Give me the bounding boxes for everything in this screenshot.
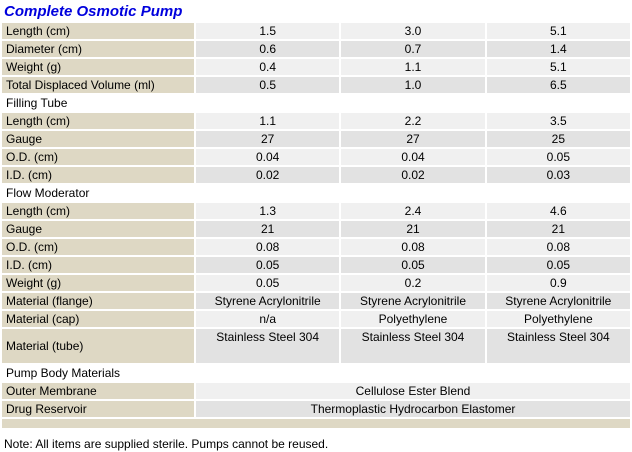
row-value-1: 21 <box>196 221 340 237</box>
row-value-3: 1.4 <box>486 41 630 57</box>
row-value-1: 27 <box>196 131 340 147</box>
row-value-1: 0.08 <box>196 239 340 255</box>
filler-band <box>2 419 630 428</box>
row-label: Diameter (cm) <box>2 41 194 57</box>
row-value-1: Styrene Acrylonitrile <box>196 293 340 309</box>
row-value-1: 0.5 <box>196 77 340 93</box>
table-row: Weight (g) 0.05 0.2 0.9 <box>2 275 630 291</box>
row-value-1: 0.05 <box>196 257 340 273</box>
row-value-1: Stainless Steel 304 <box>196 329 340 363</box>
table-row: Material (tube) Stainless Steel 304 Stai… <box>2 329 630 363</box>
row-value-2: Stainless Steel 304 <box>341 329 485 363</box>
row-value-2: 0.05 <box>341 257 485 273</box>
row-value-2: 2.4 <box>341 203 485 219</box>
row-value-1: 0.05 <box>196 275 340 291</box>
section-header-row: Pump Body Materials <box>2 365 630 381</box>
row-value-1: 1.3 <box>196 203 340 219</box>
row-value-1: 0.4 <box>196 59 340 75</box>
row-value-1: 0.02 <box>196 167 340 183</box>
row-value-2: 2.2 <box>341 113 485 129</box>
table-row-spanning: Outer Membrane Cellulose Ester Blend <box>2 383 630 399</box>
row-label: Material (tube) <box>2 329 194 363</box>
row-value-1: n/a <box>196 311 340 327</box>
row-value-2: 1.0 <box>341 77 485 93</box>
row-value-2: 21 <box>341 221 485 237</box>
row-label: Length (cm) <box>2 23 194 39</box>
section-header-label: Flow Moderator <box>2 185 630 201</box>
row-value-1: 1.1 <box>196 113 340 129</box>
section-header-label: Pump Body Materials <box>2 365 630 381</box>
row-value-2: Polyethylene <box>341 311 485 327</box>
row-label: Material (cap) <box>2 311 194 327</box>
row-value-spanning: Thermoplastic Hydrocarbon Elastomer <box>196 401 630 417</box>
row-value-3: 5.1 <box>486 23 630 39</box>
row-value-3: 0.9 <box>486 275 630 291</box>
row-value-2: 0.02 <box>341 167 485 183</box>
row-value-spanning: Cellulose Ester Blend <box>196 383 630 399</box>
row-label: Length (cm) <box>2 203 194 219</box>
table-row: I.D. (cm) 0.05 0.05 0.05 <box>2 257 630 273</box>
table-row: Material (cap) n/a Polyethylene Polyethy… <box>2 311 630 327</box>
row-value-3: 0.05 <box>486 257 630 273</box>
row-value-1: 0.6 <box>196 41 340 57</box>
table-row: Gauge 21 21 21 <box>2 221 630 237</box>
table-row: Total Displaced Volume (ml) 0.5 1.0 6.5 <box>2 77 630 93</box>
row-value-2: 27 <box>341 131 485 147</box>
table-row-spanning: Drug Reservoir Thermoplastic Hydrocarbon… <box>2 401 630 417</box>
row-label: O.D. (cm) <box>2 149 194 165</box>
row-value-3: Styrene Acrylonitrile <box>486 293 630 309</box>
row-label: O.D. (cm) <box>2 239 194 255</box>
row-value-3: 4.6 <box>486 203 630 219</box>
row-value-2: Styrene Acrylonitrile <box>341 293 485 309</box>
row-label: Weight (g) <box>2 59 194 75</box>
row-value-3: 6.5 <box>486 77 630 93</box>
table-row: Weight (g) 0.4 1.1 5.1 <box>2 59 630 75</box>
row-value-1: 0.04 <box>196 149 340 165</box>
row-label: Length (cm) <box>2 113 194 129</box>
row-value-2: 0.04 <box>341 149 485 165</box>
row-value-3: Polyethylene <box>486 311 630 327</box>
row-value-2: 0.2 <box>341 275 485 291</box>
spec-table-body: Length (cm) 1.5 3.0 5.1 Diameter (cm) 0.… <box>2 23 630 428</box>
table-row: Diameter (cm) 0.6 0.7 1.4 <box>2 41 630 57</box>
row-value-3: 0.03 <box>486 167 630 183</box>
page-title: Complete Osmotic Pump <box>4 3 183 20</box>
row-value-2: 0.08 <box>341 239 485 255</box>
table-row: Material (flange) Styrene Acrylonitrile … <box>2 293 630 309</box>
row-value-3: 0.08 <box>486 239 630 255</box>
row-label: Outer Membrane <box>2 383 194 399</box>
row-value-3: 21 <box>486 221 630 237</box>
row-label: I.D. (cm) <box>2 257 194 273</box>
row-label: Gauge <box>2 221 194 237</box>
table-row: I.D. (cm) 0.02 0.02 0.03 <box>2 167 630 183</box>
filler-band-row <box>2 419 630 428</box>
row-value-2: 1.1 <box>341 59 485 75</box>
row-value-2: 3.0 <box>341 23 485 39</box>
row-label: Weight (g) <box>2 275 194 291</box>
table-row: Length (cm) 1.1 2.2 3.5 <box>2 113 630 129</box>
row-label: Gauge <box>2 131 194 147</box>
row-value-3: 0.05 <box>486 149 630 165</box>
row-value-3: 5.1 <box>486 59 630 75</box>
table-row: O.D. (cm) 0.08 0.08 0.08 <box>2 239 630 255</box>
row-value-3: 25 <box>486 131 630 147</box>
row-label: Material (flange) <box>2 293 194 309</box>
table-row: O.D. (cm) 0.04 0.04 0.05 <box>2 149 630 165</box>
spec-table: Length (cm) 1.5 3.0 5.1 Diameter (cm) 0.… <box>0 21 632 430</box>
table-row: Length (cm) 1.5 3.0 5.1 <box>2 23 630 39</box>
section-header-label: Filling Tube <box>2 95 630 111</box>
sterility-note: Note: All items are supplied sterile. Pu… <box>4 437 329 451</box>
row-label: I.D. (cm) <box>2 167 194 183</box>
section-header-row: Filling Tube <box>2 95 630 111</box>
table-row: Gauge 27 27 25 <box>2 131 630 147</box>
table-row: Length (cm) 1.3 2.4 4.6 <box>2 203 630 219</box>
section-header-row: Flow Moderator <box>2 185 630 201</box>
row-value-3: Stainless Steel 304 <box>486 329 630 363</box>
row-value-1: 1.5 <box>196 23 340 39</box>
row-value-2: 0.7 <box>341 41 485 57</box>
row-label: Drug Reservoir <box>2 401 194 417</box>
row-value-3: 3.5 <box>486 113 630 129</box>
row-label: Total Displaced Volume (ml) <box>2 77 194 93</box>
